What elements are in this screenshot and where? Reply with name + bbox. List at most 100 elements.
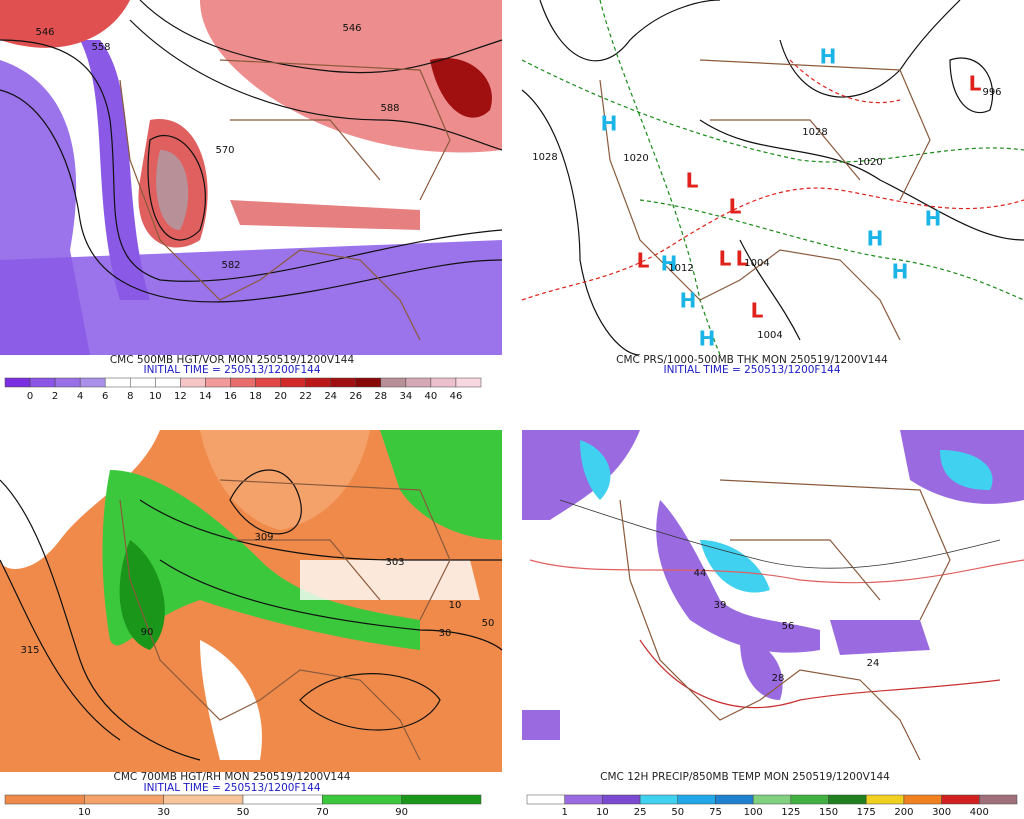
map-label: L (719, 247, 732, 271)
map-label: 588 (380, 103, 399, 114)
colorbar-label: 10 (596, 807, 609, 818)
colorbar-label: 30 (157, 807, 170, 818)
colorbar-label: 16 (224, 391, 237, 402)
colorbar-swatch (979, 794, 1018, 805)
map-label: 558 (91, 42, 110, 53)
colorbar-label: 6 (102, 391, 108, 402)
map-label: 1004 (744, 258, 769, 269)
map-label: 309 (254, 532, 273, 543)
colorbar-label: 2 (52, 391, 58, 402)
colorbar-label: 90 (395, 807, 408, 818)
colorbar-swatch (401, 794, 482, 805)
map-label: 1012 (668, 263, 693, 274)
caption-area (0, 355, 502, 395)
map-label: H (601, 112, 618, 136)
map-label: 1004 (757, 330, 782, 341)
colorbar-swatch (155, 377, 181, 388)
colorbar-label: 75 (709, 807, 722, 818)
colorbar-label: 22 (299, 391, 312, 402)
colorbar-label: 400 (970, 807, 989, 818)
map-label: H (867, 227, 884, 251)
map-label: L (686, 169, 699, 193)
colorbar-label: 12 (174, 391, 187, 402)
colorbar-swatch (322, 794, 402, 805)
colorbar-label: 10 (78, 807, 91, 818)
colorbar-label: 4 (77, 391, 83, 402)
map-label: 39 (714, 600, 727, 611)
map-label: H (699, 327, 716, 351)
map-label: 44 (694, 568, 707, 579)
colorbar-label: 18 (249, 391, 262, 402)
colorbar-swatch (355, 377, 382, 388)
colorbar-swatch (242, 794, 323, 805)
colorbar-swatch (405, 377, 432, 388)
panel-title: CMC 700MB HGT/RH MON 250519/1200V144 (114, 771, 351, 783)
colorbar-swatch (205, 377, 231, 388)
colorbar-swatch (602, 794, 641, 805)
colorbar-swatch (54, 377, 81, 388)
colorbar-label: 28 (374, 391, 387, 402)
map-label: 570 (215, 145, 234, 156)
colorbar-swatch (29, 377, 56, 388)
map-500mb (0, 0, 503, 355)
colorbar-label: 24 (324, 391, 337, 402)
map-label: 50 (482, 618, 495, 629)
colorbar-label: 70 (316, 807, 329, 818)
colorbar-label: 100 (744, 807, 763, 818)
colorbar-label: 34 (399, 391, 412, 402)
map-label: 1020 (857, 157, 882, 168)
colorbar-swatch (564, 794, 603, 805)
colorbar-label: 1 (562, 807, 568, 818)
map-label: 1028 (802, 127, 827, 138)
colorbar-swatch (430, 377, 457, 388)
map-precip (522, 430, 1024, 772)
map-label: H (680, 289, 697, 313)
colorbar-swatch (455, 377, 482, 388)
initial-time: INITIAL TIME = 250513/1200F144 (663, 364, 840, 376)
colorbar-swatch (163, 794, 244, 805)
map-label: 546 (342, 23, 361, 34)
colorbar-swatch (639, 794, 679, 805)
colorbar-swatch (305, 377, 331, 388)
map-label: H (661, 252, 678, 276)
map-surface-pressure (521, 0, 1024, 356)
map-label: H (820, 45, 837, 69)
map-label: L (751, 299, 764, 323)
colorbar-swatch (941, 794, 980, 805)
colorbar-swatch (130, 377, 156, 388)
map-label: 303 (385, 557, 404, 568)
colorbar-swatch (526, 794, 565, 805)
colorbar-label: 300 (932, 807, 951, 818)
colorbar-swatch (180, 377, 206, 388)
panel-title: CMC 12H PRECIP/850MB TEMP MON 250519/120… (600, 771, 890, 783)
colorbar-label: 25 (634, 807, 647, 818)
colorbar-label: 26 (349, 391, 362, 402)
map-label: 1020 (623, 153, 648, 164)
colorbar-swatch (84, 794, 164, 805)
colorbar-swatch (677, 794, 716, 805)
map-label: 10 (449, 600, 462, 611)
map-label: 546 (35, 27, 54, 38)
colorbar-swatch (752, 794, 792, 805)
colorbar-label: 46 (450, 391, 463, 402)
colorbar-swatch (79, 377, 106, 388)
map-label: L (729, 195, 742, 219)
map-label: H (892, 260, 909, 284)
colorbar-label: 40 (425, 391, 438, 402)
colorbar-label: 50 (237, 807, 250, 818)
colorbar-swatch (865, 794, 905, 805)
map-label: 24 (867, 658, 880, 669)
colorbar-label: 10 (149, 391, 162, 402)
caption-area (522, 355, 1024, 395)
map-label: 56 (782, 621, 795, 632)
colorbar-swatch (330, 377, 356, 388)
colorbar-swatch (230, 377, 256, 388)
map-label: H (925, 207, 942, 231)
colorbar-label: 20 (274, 391, 287, 402)
map-label: 582 (221, 260, 240, 271)
colorbar-label: 200 (894, 807, 913, 818)
map-label: 90 (141, 627, 154, 638)
panel-title: CMC 500MB HGT/VOR MON 250519/1200V144 (110, 354, 355, 366)
colorbar-label: 0 (27, 391, 33, 402)
